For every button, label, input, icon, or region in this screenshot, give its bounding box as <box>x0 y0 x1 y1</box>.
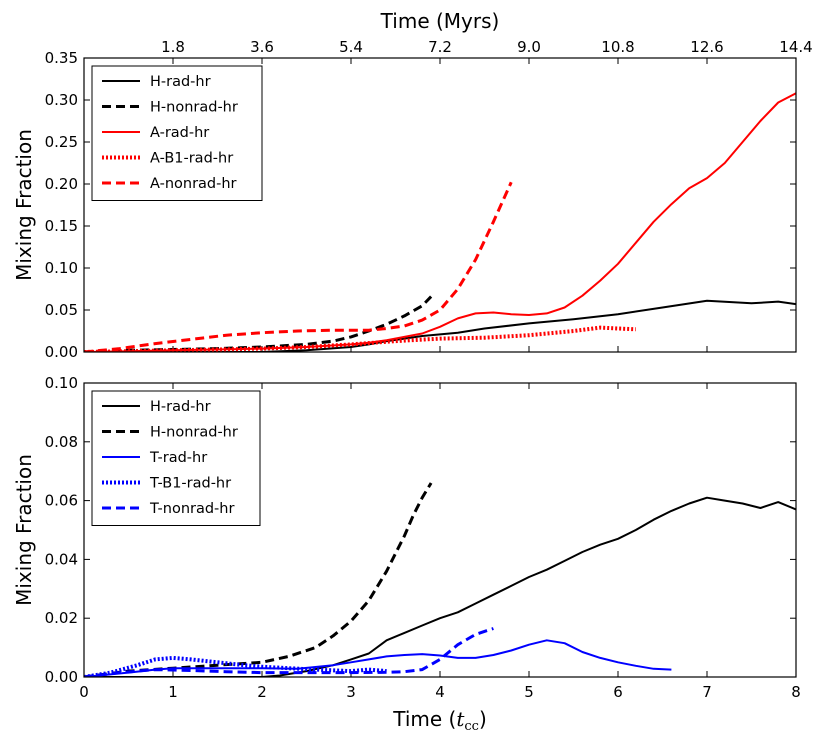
bottom-series-H-rad-hr <box>84 496 796 677</box>
top-legend: H-rad-hr H-nonrad-hr A-rad-hr A-B1-rad-hr A-… <box>91 65 263 201</box>
top-series-H-nonrad-hr <box>84 295 433 352</box>
bottom-legend-label: H-nonrad-hr <box>150 425 238 441</box>
top-series-A-nonrad-hr <box>84 181 513 352</box>
bottom-series-T-B1-rad-hr <box>84 655 387 677</box>
bottom-x-axis-label: Time (tcc) <box>392 707 487 734</box>
bottom-legend-label: T-nonrad-hr <box>149 501 234 517</box>
bottom-series-H-nonrad-hr <box>84 482 433 677</box>
bottom-panel-frame <box>83 382 797 678</box>
x-label-italic: t <box>456 707 465 731</box>
bottom-legend-label: T-B1-rad-hr <box>149 476 231 492</box>
bottom-ytick-label: 0.06 <box>45 492 78 510</box>
top-y-axis-label: Mixing Fraction <box>12 129 36 281</box>
top-myrs-tick-label: 12.6 <box>690 38 723 56</box>
top-ytick-label: 0.20 <box>45 175 78 193</box>
x-label-suffix: ) <box>479 707 487 731</box>
top-legend-label: H-rad-hr <box>150 74 211 90</box>
top-myrs-tick-label: 9.0 <box>517 38 541 56</box>
top-myrs-tick-label: 5.4 <box>339 38 363 56</box>
bottom-panel: 0.00 0.02 0.04 0.06 0.08 0.10 0 1 2 3 4 5 6 7 8 Mixing… <box>12 374 801 734</box>
x-label-prefix: Time ( <box>392 707 456 731</box>
top-myrs-tick-label: 10.8 <box>601 38 634 56</box>
bottom-xtick-label: 4 <box>435 683 445 701</box>
top-myrs-tick-label: 7.2 <box>428 38 452 56</box>
top-legend-label: A-nonrad-hr <box>150 176 237 192</box>
bottom-xtick-label: 6 <box>613 683 623 701</box>
top-panel-series <box>84 92 796 352</box>
bottom-xtick-label: 0 <box>79 683 89 701</box>
bottom-legend-label: T-rad-hr <box>149 450 207 466</box>
top-x-axis-label: Time (Myrs) <box>380 9 500 33</box>
bottom-series-T-rad-hr <box>84 639 672 677</box>
bottom-xtick-label: 2 <box>257 683 267 701</box>
top-legend-label: H-nonrad-hr <box>150 100 238 116</box>
bottom-xtick-label: 5 <box>524 683 534 701</box>
bottom-panel-series <box>84 482 796 677</box>
top-series-A-B1-rad-hr <box>84 325 636 352</box>
bottom-legend: H-rad-hr H-nonrad-hr T-rad-hr T-B1-rad-hr T-… <box>91 390 261 526</box>
bottom-xtick-label: 7 <box>702 683 712 701</box>
top-panel: 0.00 0.05 0.10 0.15 0.20 0.25 0.30 0.35 1.8 3.6 5.… <box>12 38 813 361</box>
x-label-subscript: cc <box>464 719 479 734</box>
top-ytick-label: 0.15 <box>45 217 78 235</box>
top-ytick-label: 0.05 <box>45 301 78 319</box>
bottom-panel-ticks: 0.00 0.02 0.04 0.06 0.08 0.10 0 1 2 3 4 5 6 7 8 <box>45 374 801 701</box>
top-myrs-tick-label: 14.4 <box>779 38 812 56</box>
top-panel-ticks: 0.00 0.05 0.10 0.15 0.20 0.25 0.30 0.35 1.8 3.6 5.… <box>45 38 813 361</box>
bottom-xtick-label: 3 <box>346 683 356 701</box>
top-myrs-tick-label: 1.8 <box>161 38 185 56</box>
bottom-ytick-label: 0.00 <box>45 668 78 686</box>
top-ytick-label: 0.35 <box>45 49 78 67</box>
bottom-xtick-label: 1 <box>168 683 178 701</box>
top-ytick-label: 0.25 <box>45 133 78 151</box>
bottom-legend-box <box>91 390 261 526</box>
top-legend-label: A-rad-hr <box>150 125 209 141</box>
bottom-y-axis-label: Mixing Fraction <box>12 454 36 606</box>
bottom-ytick-label: 0.02 <box>45 609 78 627</box>
top-legend-box <box>91 65 263 201</box>
top-ytick-label: 0.10 <box>45 259 78 277</box>
bottom-ytick-label: 0.04 <box>45 550 78 568</box>
top-myrs-tick-label: 3.6 <box>250 38 274 56</box>
top-legend-label: A-B1-rad-hr <box>150 151 233 167</box>
bottom-xtick-label: 8 <box>791 683 801 701</box>
bottom-series-T-nonrad-hr <box>84 627 494 677</box>
bottom-ytick-label: 0.10 <box>45 374 78 392</box>
top-panel-frame <box>83 57 797 353</box>
top-ytick-label: 0.30 <box>45 91 78 109</box>
bottom-legend-label: H-rad-hr <box>150 399 211 415</box>
top-series-H-rad-hr <box>84 299 796 352</box>
top-ytick-label: 0.00 <box>45 343 78 361</box>
bottom-ytick-label: 0.08 <box>45 433 78 451</box>
